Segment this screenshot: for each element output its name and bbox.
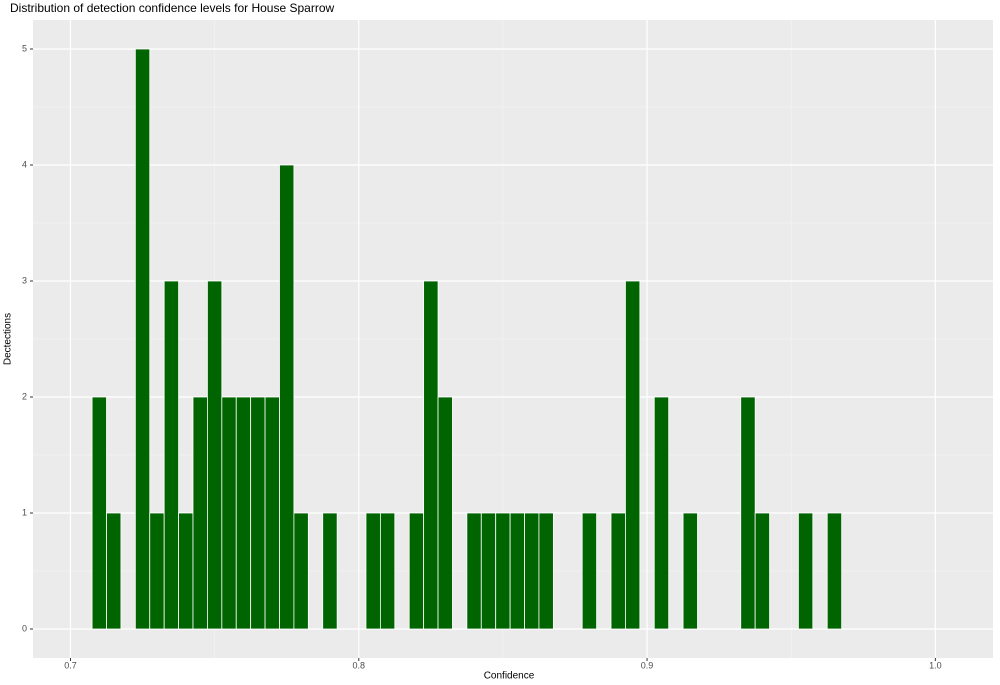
bar [682, 512, 698, 630]
x-axis-label: Confidence [484, 671, 535, 682]
bar [625, 280, 641, 630]
chart-title: Distribution of detection confidence lev… [10, 1, 335, 15]
bar [91, 396, 107, 630]
y-axis-label: Dectections [3, 313, 14, 365]
bar [509, 512, 525, 630]
bar [279, 164, 295, 630]
bar [149, 512, 165, 630]
y-tick-label: 4 [22, 159, 27, 169]
bar [754, 512, 770, 630]
bar [437, 396, 453, 630]
bar [653, 396, 670, 630]
bar [365, 512, 381, 630]
bar [379, 512, 396, 630]
y-tick-label: 1 [22, 507, 27, 517]
bar [134, 48, 151, 630]
bar [408, 512, 425, 630]
bar [207, 280, 223, 630]
bar [192, 396, 208, 630]
bar [581, 512, 598, 630]
bar [106, 512, 122, 630]
bar [264, 396, 280, 630]
bar [740, 396, 756, 630]
bar [495, 512, 511, 630]
bar [293, 512, 309, 630]
bar [826, 512, 843, 630]
bar [610, 512, 626, 630]
x-tick-label: 0.9 [641, 660, 654, 670]
bar [163, 280, 179, 630]
bar [524, 512, 540, 630]
bar [322, 512, 338, 630]
bar [221, 396, 237, 630]
bar [423, 280, 439, 630]
bar [798, 512, 814, 630]
bars [91, 48, 843, 630]
bar [178, 512, 194, 630]
bar [235, 396, 252, 630]
bar [538, 512, 554, 630]
bar [480, 512, 497, 630]
y-tick-label: 2 [22, 391, 27, 401]
x-tick-label: 1.0 [929, 660, 942, 670]
x-tick-label: 0.7 [64, 660, 77, 670]
y-tick-label: 5 [22, 43, 27, 53]
y-tick-label: 3 [22, 275, 27, 285]
bar [250, 396, 266, 630]
x-tick-label: 0.8 [353, 660, 366, 670]
bar [466, 512, 482, 630]
y-tick-label: 0 [22, 623, 27, 633]
